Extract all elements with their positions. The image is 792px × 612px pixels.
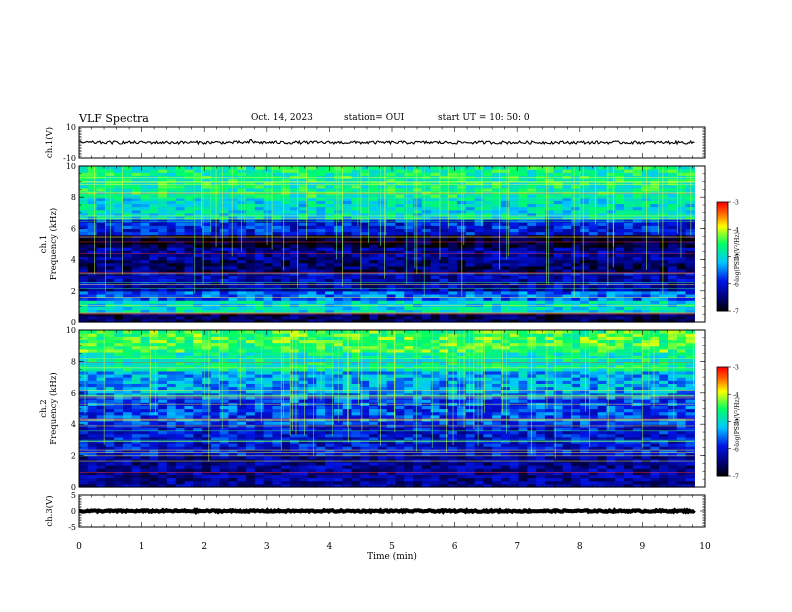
spectrogram-cell — [475, 166, 484, 170]
spectrogram-cell — [184, 166, 193, 170]
spectrogram-cell — [228, 166, 237, 170]
spectrogram-cell — [132, 166, 141, 170]
spectrogram-cell — [510, 166, 519, 170]
spectrogram-cell — [598, 166, 607, 170]
spectrogram-cell — [325, 166, 334, 170]
spectrogram-cell — [536, 166, 545, 170]
spectrogram-cell — [395, 166, 404, 170]
spectrogram-cell — [633, 166, 642, 170]
spectrogram-cell — [141, 166, 150, 170]
spectrogram-cell — [624, 166, 633, 170]
spectrogram-cell — [123, 166, 132, 170]
spectrogram-cell — [220, 166, 229, 170]
spectrogram-cell — [281, 166, 290, 170]
spectrogram-cell — [272, 166, 281, 170]
spectrogram-cell — [527, 166, 536, 170]
spectrogram-cell — [211, 166, 220, 170]
spectrogram-cell — [492, 166, 501, 170]
spectrogram-cell — [176, 166, 185, 170]
spectrogram-cell — [554, 166, 563, 170]
spectrogram-cell — [431, 166, 440, 170]
spectrogram-cell — [413, 166, 422, 170]
spectrogram-cell — [352, 166, 361, 170]
spectrogram-cell — [404, 166, 413, 170]
spectrogram-cell — [580, 166, 589, 170]
spectrogram-cell — [686, 166, 695, 170]
spectrogram-cell — [439, 166, 448, 170]
spectrogram-cell — [571, 166, 580, 170]
spectrogram-cell — [158, 166, 167, 170]
spectrogram-cell — [668, 166, 677, 170]
spectrogram-cell — [264, 166, 273, 170]
vlf-spectra-figure: 10-10ch.1(V)0246810ch.1 Frequency (kHz)02… — [0, 0, 792, 612]
spectrogram-cell — [483, 166, 492, 170]
spectrogram-cell — [316, 166, 325, 170]
spectrogram-cell — [308, 166, 317, 170]
spectrogram-cell — [255, 166, 264, 170]
spectrogram-cell — [79, 166, 88, 170]
spectrogram-cell — [88, 166, 97, 170]
spectrogram-cell — [202, 166, 211, 170]
spectrogram-cell — [677, 166, 686, 170]
spectrogram-cell — [387, 166, 396, 170]
spectrogram-cell — [167, 166, 176, 170]
spectrogram-cell — [589, 166, 598, 170]
spectrogram-cell — [615, 166, 624, 170]
spectrogram-cell — [343, 166, 352, 170]
spectrogram-cell — [519, 166, 528, 170]
spectrogram-cell — [97, 166, 106, 170]
spectrogram-cell — [448, 166, 457, 170]
spectrogram-cell — [369, 166, 378, 170]
